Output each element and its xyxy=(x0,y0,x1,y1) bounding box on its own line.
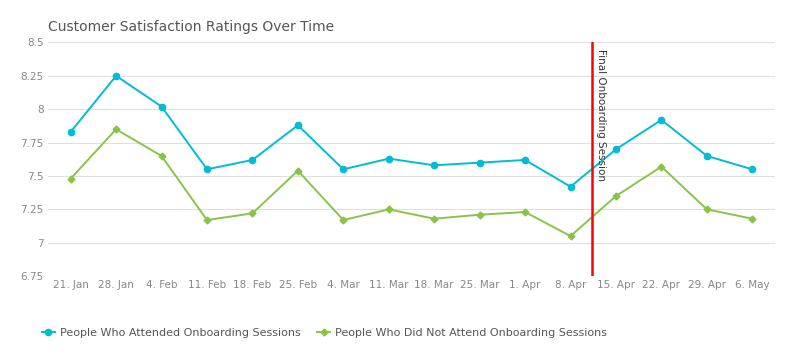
People Who Attended Onboarding Sessions xyxy=(66,130,75,134)
People Who Attended Onboarding Sessions xyxy=(611,147,621,152)
People Who Attended Onboarding Sessions xyxy=(475,160,484,165)
People Who Did Not Attend Onboarding Sessions xyxy=(339,218,348,222)
People Who Did Not Attend Onboarding Sessions xyxy=(293,169,303,173)
People Who Did Not Attend Onboarding Sessions xyxy=(248,211,257,216)
People Who Did Not Attend Onboarding Sessions xyxy=(475,213,484,217)
People Who Attended Onboarding Sessions xyxy=(111,74,121,78)
People Who Did Not Attend Onboarding Sessions xyxy=(520,210,530,214)
Line: People Who Did Not Attend Onboarding Sessions: People Who Did Not Attend Onboarding Ses… xyxy=(68,127,755,239)
Text: Final Onboarding Session: Final Onboarding Session xyxy=(596,49,606,181)
People Who Attended Onboarding Sessions xyxy=(429,163,439,167)
People Who Did Not Attend Onboarding Sessions xyxy=(202,218,212,222)
People Who Did Not Attend Onboarding Sessions xyxy=(111,127,121,131)
People Who Attended Onboarding Sessions xyxy=(248,158,257,162)
People Who Did Not Attend Onboarding Sessions xyxy=(384,207,394,211)
People Who Attended Onboarding Sessions xyxy=(748,167,757,171)
Line: People Who Attended Onboarding Sessions: People Who Attended Onboarding Sessions xyxy=(68,73,755,190)
People Who Attended Onboarding Sessions xyxy=(157,104,166,109)
People Who Attended Onboarding Sessions xyxy=(384,156,394,161)
People Who Did Not Attend Onboarding Sessions xyxy=(657,165,666,169)
People Who Attended Onboarding Sessions xyxy=(339,167,348,171)
Legend: People Who Attended Onboarding Sessions, People Who Did Not Attend Onboarding Se: People Who Attended Onboarding Sessions,… xyxy=(38,324,611,343)
People Who Attended Onboarding Sessions xyxy=(202,167,212,171)
People Who Did Not Attend Onboarding Sessions xyxy=(748,217,757,221)
People Who Did Not Attend Onboarding Sessions xyxy=(66,177,75,181)
People Who Did Not Attend Onboarding Sessions xyxy=(702,207,712,211)
People Who Attended Onboarding Sessions xyxy=(566,184,575,189)
People Who Did Not Attend Onboarding Sessions xyxy=(611,194,621,198)
People Who Did Not Attend Onboarding Sessions xyxy=(566,234,575,238)
People Who Attended Onboarding Sessions xyxy=(520,158,530,162)
People Who Attended Onboarding Sessions xyxy=(657,118,666,122)
People Who Did Not Attend Onboarding Sessions xyxy=(157,154,166,158)
People Who Attended Onboarding Sessions xyxy=(702,154,712,158)
People Who Attended Onboarding Sessions xyxy=(293,123,303,127)
Text: Customer Satisfaction Ratings Over Time: Customer Satisfaction Ratings Over Time xyxy=(48,21,334,34)
People Who Did Not Attend Onboarding Sessions xyxy=(429,217,439,221)
